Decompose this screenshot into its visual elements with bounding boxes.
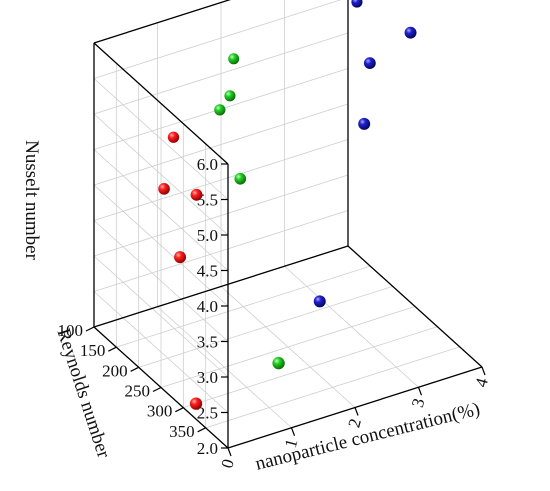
x-tick (290, 427, 296, 436)
x-tick (481, 366, 486, 376)
axis-frame-line (93, 245, 349, 328)
z-tick-label: 6.0 (197, 155, 218, 174)
z-tick-label: 4.5 (197, 262, 218, 281)
data-point (363, 57, 376, 70)
y-tick-label: 150 (80, 341, 106, 360)
y-tick-label: 300 (147, 402, 173, 421)
z-tick-label: 4.0 (197, 297, 218, 316)
data-point (174, 251, 187, 264)
data-point (158, 183, 170, 195)
z-tick-label: 3.5 (197, 333, 218, 352)
y-tick (108, 346, 117, 352)
floor-grid-y (116, 265, 371, 348)
axes-frame (93, 0, 483, 449)
z-tick-label: 2.5 (197, 404, 218, 423)
y-tick (85, 326, 95, 332)
x-tick-label: 3 (408, 396, 429, 409)
x-axis-title: nanoparticle concentration(%) (253, 399, 482, 475)
y-tick (175, 407, 184, 413)
x-tick (417, 387, 423, 396)
axis-frame-line (93, 42, 229, 165)
y-tick (152, 386, 162, 393)
grid-layer (93, 0, 483, 449)
data-point (224, 90, 236, 102)
data-point (189, 397, 203, 410)
floor-grid-y (160, 306, 416, 388)
y-tick (197, 427, 206, 433)
y-tick-label: 250 (125, 382, 151, 401)
axis-ticks: 2.02.53.03.54.04.55.05.56.01001502002503… (58, 155, 493, 470)
data-point (272, 356, 285, 370)
axis-frame-line (347, 245, 483, 368)
x-tick-label: 4 (471, 376, 492, 390)
data-point (167, 131, 180, 143)
data-points (158, 0, 417, 410)
x-tick-label: 0 (217, 457, 238, 470)
y-tick (130, 366, 139, 372)
data-point (214, 104, 226, 116)
z-tick-label: 3.0 (197, 368, 218, 387)
data-point (351, 0, 363, 8)
y-tick-label: 100 (58, 321, 84, 340)
data-point (228, 53, 240, 65)
data-point (313, 295, 326, 308)
z-tick-label: 2.0 (197, 439, 218, 458)
data-point (404, 26, 417, 39)
x-tick (354, 407, 359, 416)
data-point (190, 188, 203, 201)
floor-grid-y (183, 326, 438, 409)
data-point (234, 172, 247, 185)
data-point (358, 117, 371, 130)
z-tick-label: 5.0 (197, 226, 218, 245)
y-tick-label: 350 (169, 422, 195, 441)
floor-grid-y (138, 285, 393, 368)
z-axis-title: Nusselt number (21, 140, 42, 260)
axis-frame-line (93, 0, 231, 44)
floor-grid-y (205, 346, 460, 429)
x-tick (227, 447, 232, 457)
y-tick-label: 200 (102, 361, 128, 380)
